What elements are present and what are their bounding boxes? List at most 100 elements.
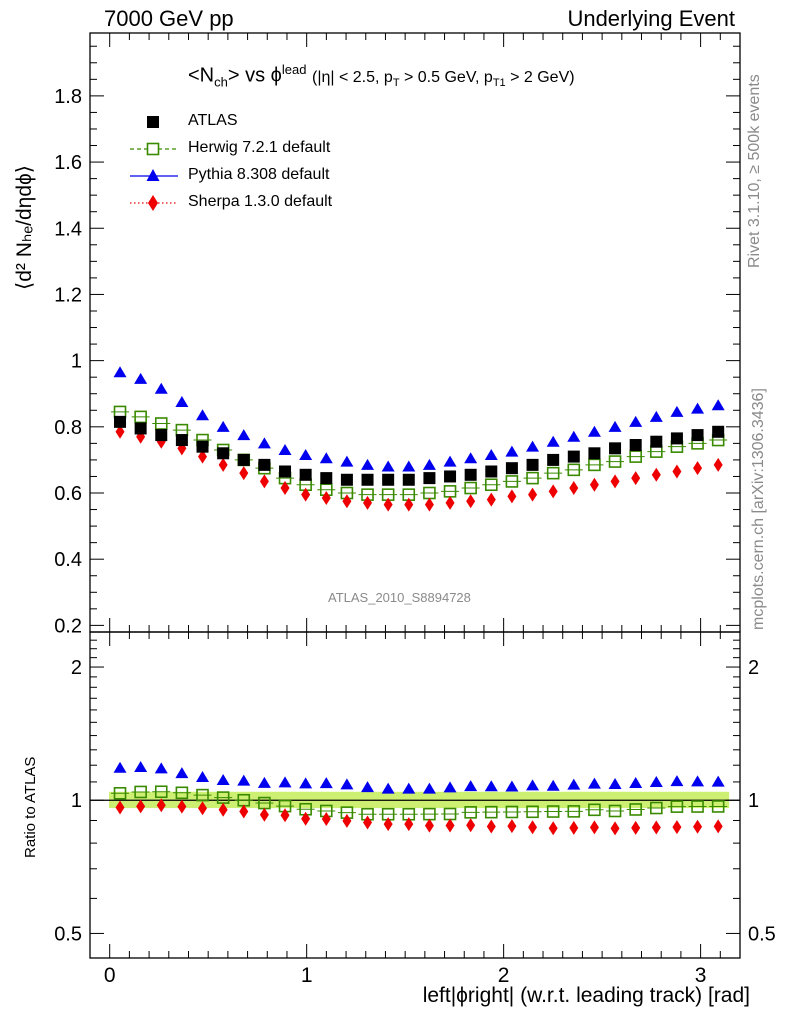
point-main-atlas-28 bbox=[691, 429, 704, 442]
point-main-sherpa-16 bbox=[445, 495, 455, 510]
point-main-atlas-15 bbox=[423, 472, 436, 485]
point-main-atlas-9 bbox=[299, 468, 312, 481]
point-main-sherpa-14 bbox=[404, 497, 414, 512]
point-ratio-sherpa-12 bbox=[363, 815, 373, 830]
point-main-atlas-23 bbox=[588, 447, 601, 460]
main-y-tick-label-4: 1 bbox=[71, 351, 82, 373]
point-main-pythia-16 bbox=[443, 455, 457, 467]
point-ratio-herwig-4 bbox=[196, 788, 209, 802]
x-tick-label-2: 2 bbox=[498, 964, 510, 987]
main-y-tick-label-3: 0.8 bbox=[54, 417, 82, 439]
cuts-1: (|η| < 2.5, p bbox=[312, 68, 393, 86]
point-ratio-sherpa-17 bbox=[466, 818, 476, 833]
point-ratio-pythia-27 bbox=[670, 775, 684, 787]
point-main-atlas-17 bbox=[464, 468, 477, 481]
point-ratio-sherpa-6 bbox=[239, 804, 249, 819]
point-main-atlas-1 bbox=[134, 422, 147, 435]
point-main-atlas-6 bbox=[237, 453, 250, 466]
point-ratio-herwig-28 bbox=[691, 800, 704, 813]
point-main-sherpa-9 bbox=[301, 487, 311, 502]
point-main-sherpa-7 bbox=[259, 474, 269, 489]
point-main-sherpa-0 bbox=[115, 424, 125, 439]
y-axis-label-main: ⟨d² Nₕₑ/dηdϕ⟩ bbox=[13, 165, 36, 290]
point-main-herwig-21 bbox=[546, 466, 560, 480]
point-ratio-sherpa-14 bbox=[404, 817, 414, 832]
title-vs-sup: lead bbox=[281, 62, 307, 77]
point-main-pythia-27 bbox=[670, 405, 684, 417]
cuts-sub1: T bbox=[392, 76, 400, 89]
point-ratio-pythia-23 bbox=[587, 777, 601, 789]
point-main-pythia-25 bbox=[629, 415, 643, 427]
point-main-pythia-0 bbox=[113, 366, 127, 378]
cuts-sub2: T1 bbox=[492, 76, 506, 89]
point-main-atlas-19 bbox=[505, 462, 518, 475]
main-y-tick-label-5: 1.2 bbox=[54, 284, 82, 306]
point-main-pythia-13 bbox=[381, 460, 395, 472]
point-main-atlas-5 bbox=[217, 447, 230, 460]
main-y-tick-label-2: 0.6 bbox=[54, 483, 82, 505]
point-ratio-pythia-2 bbox=[154, 762, 168, 774]
point-main-pythia-10 bbox=[319, 452, 333, 464]
point-ratio-sherpa-2 bbox=[156, 798, 166, 813]
point-main-pythia-2 bbox=[154, 382, 168, 394]
point-ratio-sherpa-11 bbox=[342, 813, 352, 828]
point-main-pythia-11 bbox=[340, 455, 354, 467]
legend-marker-atlas bbox=[147, 116, 159, 128]
point-main-sherpa-24 bbox=[610, 474, 620, 489]
point-main-atlas-27 bbox=[670, 432, 683, 445]
point-ratio-sherpa-13 bbox=[383, 817, 393, 832]
point-main-pythia-18 bbox=[484, 448, 498, 460]
title-main: <N bbox=[188, 64, 215, 87]
point-main-atlas-10 bbox=[320, 472, 333, 485]
point-main-sherpa-20 bbox=[528, 487, 538, 502]
point-main-sherpa-10 bbox=[321, 490, 331, 505]
point-ratio-sherpa-23 bbox=[589, 820, 599, 835]
legend-label-herwig: Herwig 7.2.1 default bbox=[188, 139, 331, 156]
main-y-tick-label-0: 0.2 bbox=[54, 615, 82, 637]
main-y-tick-label-8: 1.8 bbox=[54, 86, 82, 108]
point-ratio-sherpa-24 bbox=[610, 821, 620, 836]
point-main-pythia-3 bbox=[175, 395, 189, 407]
point-main-atlas-13 bbox=[382, 473, 395, 486]
point-ratio-herwig-2 bbox=[154, 785, 168, 799]
point-ratio-sherpa-26 bbox=[651, 820, 661, 835]
x-tick-label-1: 1 bbox=[301, 964, 313, 987]
ratio-y-tick-label-1: 1 bbox=[71, 790, 82, 812]
point-main-pythia-7 bbox=[257, 437, 271, 449]
point-ratio-herwig-25 bbox=[629, 803, 642, 816]
point-main-sherpa-21 bbox=[548, 484, 558, 499]
point-ratio-sherpa-3 bbox=[177, 799, 187, 814]
point-main-herwig-23 bbox=[588, 458, 601, 472]
point-ratio-sherpa-20 bbox=[528, 820, 538, 835]
point-ratio-herwig-0 bbox=[113, 786, 127, 800]
point-main-sherpa-19 bbox=[507, 489, 517, 504]
ratio-plot-frame bbox=[89, 631, 741, 959]
point-main-atlas-29 bbox=[712, 425, 725, 438]
point-ratio-herwig-21 bbox=[546, 805, 560, 818]
point-main-sherpa-6 bbox=[239, 466, 249, 481]
main-y-tick-label-1: 0.4 bbox=[54, 549, 82, 571]
x-axis-label: left|ϕright| (w.r.t. leading track) [rad… bbox=[422, 984, 750, 1007]
cuts-end: > 2 GeV) bbox=[505, 68, 575, 86]
legend-label-pythia: Pythia 8.308 default bbox=[188, 166, 330, 183]
point-main-pythia-26 bbox=[649, 410, 663, 422]
point-main-pythia-15 bbox=[422, 458, 436, 470]
point-ratio-pythia-11 bbox=[340, 778, 354, 790]
point-main-sherpa-25 bbox=[631, 471, 641, 486]
ratio-y-tick-label-right-0: 0.5 bbox=[748, 923, 776, 945]
point-main-pythia-19 bbox=[505, 445, 519, 457]
point-ratio-sherpa-5 bbox=[218, 802, 228, 817]
point-main-pythia-28 bbox=[691, 402, 705, 414]
point-ratio-pythia-20 bbox=[526, 779, 540, 791]
point-main-atlas-0 bbox=[114, 415, 127, 428]
point-main-herwig-1 bbox=[134, 410, 147, 424]
point-main-pythia-21 bbox=[546, 435, 560, 447]
point-main-atlas-7 bbox=[258, 458, 271, 471]
point-main-pythia-14 bbox=[402, 460, 416, 472]
point-main-sherpa-27 bbox=[672, 464, 682, 479]
point-main-atlas-12 bbox=[361, 473, 374, 486]
point-ratio-pythia-1 bbox=[134, 761, 148, 773]
point-ratio-herwig-27 bbox=[670, 800, 684, 813]
point-main-atlas-2 bbox=[155, 429, 168, 442]
